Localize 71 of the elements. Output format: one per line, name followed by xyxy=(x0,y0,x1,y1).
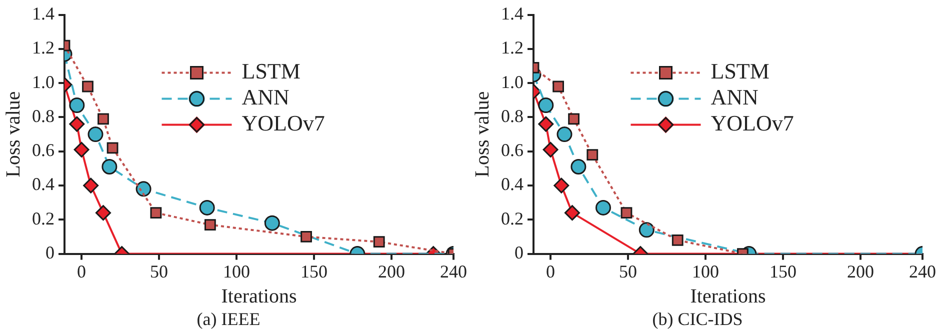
point xyxy=(69,116,85,132)
point xyxy=(373,236,385,248)
x-tick-label: 100 xyxy=(223,261,250,282)
y-tick-label: 0.4 xyxy=(501,174,524,194)
x-tick-label: 150 xyxy=(770,261,797,282)
point xyxy=(538,98,554,114)
point xyxy=(570,158,586,174)
x-tick-label: 200 xyxy=(378,261,406,282)
point xyxy=(556,126,572,142)
point xyxy=(554,178,570,194)
legend-label: ANN xyxy=(242,84,290,110)
point xyxy=(102,158,118,174)
point xyxy=(98,113,109,125)
x-tick-label: 50 xyxy=(619,261,638,282)
point xyxy=(69,98,85,114)
point xyxy=(136,181,152,197)
text: (a) IEEE xyxy=(196,308,260,329)
point xyxy=(300,231,312,242)
point xyxy=(74,142,90,158)
point xyxy=(586,149,598,160)
y-tick-label: 0.8 xyxy=(32,106,54,126)
point xyxy=(82,80,94,92)
point xyxy=(542,142,558,158)
x-tick-label: 150 xyxy=(300,261,328,282)
y-tick-label: 1.4 xyxy=(501,4,524,24)
point xyxy=(199,200,215,216)
y-tick-label: 0.6 xyxy=(501,140,524,160)
point xyxy=(620,207,632,219)
y-tick-label: 0.6 xyxy=(32,140,54,160)
point xyxy=(83,178,99,194)
point xyxy=(106,142,118,154)
legend-label: ANN xyxy=(710,84,759,110)
x-tick-label: 0 xyxy=(77,261,86,282)
y-tick-label: 1.2 xyxy=(501,38,524,58)
y-tick-label: 0 xyxy=(514,242,524,263)
y-tick-label: 0.2 xyxy=(501,208,524,228)
x-tick-label: 50 xyxy=(150,261,168,282)
point xyxy=(568,113,580,125)
x-tick-label: 100 xyxy=(692,261,720,282)
point xyxy=(564,205,580,221)
point xyxy=(88,126,104,142)
x-tick-label: 200 xyxy=(847,261,874,282)
y-axis-title: Loss value xyxy=(471,91,494,178)
y-tick-label: 1.0 xyxy=(32,72,54,92)
point xyxy=(595,200,611,216)
x-tick-label: 0 xyxy=(546,261,556,282)
y-tick-label: 0.2 xyxy=(32,208,54,228)
y-tick-label: 0.8 xyxy=(501,106,524,126)
legend-label: YOLOv7 xyxy=(710,110,794,136)
point xyxy=(638,222,654,238)
x-axis-title: Iterations xyxy=(690,286,766,308)
legend-label: YOLOv7 xyxy=(242,110,325,136)
y-tick-label: 0.4 xyxy=(32,174,54,194)
y-tick-label: 1.4 xyxy=(32,4,54,24)
x-axis-title: Iterations xyxy=(221,286,297,308)
point xyxy=(552,80,564,92)
x-tick-label: 240 xyxy=(440,261,467,282)
y-tick-label: 0 xyxy=(46,242,54,263)
point xyxy=(150,207,162,219)
point xyxy=(538,116,554,132)
point xyxy=(264,215,280,231)
legend-label: LSTM xyxy=(710,58,770,84)
text: (b) CIC-IDS xyxy=(652,308,743,329)
y-axis-title: Loss value xyxy=(2,91,24,178)
y-tick-label: 1.2 xyxy=(32,38,54,58)
point xyxy=(672,234,684,246)
x-tick-label: 240 xyxy=(909,261,936,282)
y-tick-label: 1.0 xyxy=(501,72,524,92)
point xyxy=(204,219,216,230)
legend-label: LSTM xyxy=(242,58,300,84)
point xyxy=(95,205,111,221)
